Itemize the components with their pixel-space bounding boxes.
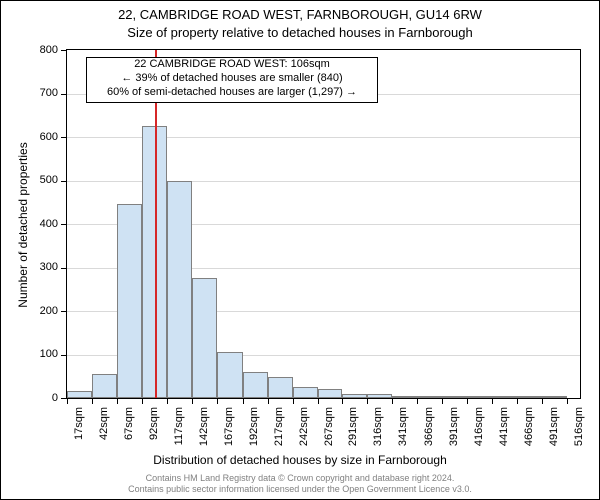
ytick-mark xyxy=(61,398,66,399)
xtick-label: 92sqm xyxy=(148,407,160,467)
histogram-bar xyxy=(293,387,318,398)
callout-line: 60% of semi-detached houses are larger (… xyxy=(87,86,377,100)
xtick-label: 341sqm xyxy=(397,407,409,467)
xtick-mark xyxy=(392,399,393,404)
chart-title-address: 22, CAMBRIDGE ROAD WEST, FARNBOROUGH, GU… xyxy=(1,7,599,22)
ytick-mark xyxy=(61,355,66,356)
xtick-label: 192sqm xyxy=(248,407,260,467)
xtick-label: 267sqm xyxy=(323,407,335,467)
ytick-label: 200 xyxy=(28,305,58,317)
ytick-label: 700 xyxy=(28,87,58,99)
histogram-bar xyxy=(367,394,392,398)
ytick-mark xyxy=(61,224,66,225)
ytick-mark xyxy=(61,94,66,95)
xtick-label: 466sqm xyxy=(523,407,535,467)
histogram-bar xyxy=(467,396,492,398)
xtick-label: 242sqm xyxy=(298,407,310,467)
histogram-bar xyxy=(217,352,242,398)
chart-container: 22, CAMBRIDGE ROAD WEST, FARNBOROUGH, GU… xyxy=(0,0,600,500)
chart-footer: Contains HM Land Registry data © Crown c… xyxy=(1,473,599,496)
xtick-mark xyxy=(243,399,244,404)
xtick-mark xyxy=(67,399,68,404)
xtick-mark xyxy=(567,399,568,404)
xtick-label: 491sqm xyxy=(548,407,560,467)
xtick-mark xyxy=(192,399,193,404)
ytick-label: 300 xyxy=(28,261,58,273)
histogram-bar xyxy=(392,396,417,398)
xtick-label: 316sqm xyxy=(372,407,384,467)
xtick-label: 441sqm xyxy=(498,407,510,467)
histogram-bar xyxy=(542,396,567,398)
xtick-mark xyxy=(167,399,168,404)
xtick-label: 117sqm xyxy=(173,407,185,467)
xtick-label: 217sqm xyxy=(273,407,285,467)
chart-subtitle: Size of property relative to detached ho… xyxy=(1,25,599,40)
histogram-bar xyxy=(67,391,92,398)
xtick-label: 67sqm xyxy=(123,407,135,467)
footer-line-1: Contains HM Land Registry data © Crown c… xyxy=(1,473,599,484)
xtick-mark xyxy=(268,399,269,404)
histogram-bar xyxy=(342,394,367,398)
xtick-mark xyxy=(367,399,368,404)
histogram-bar xyxy=(417,396,442,398)
xtick-label: 42sqm xyxy=(98,407,110,467)
xtick-label: 291sqm xyxy=(347,407,359,467)
ytick-label: 600 xyxy=(28,131,58,143)
xtick-mark xyxy=(542,399,543,404)
xtick-label: 17sqm xyxy=(73,407,85,467)
xtick-mark xyxy=(442,399,443,404)
xtick-label: 416sqm xyxy=(473,407,485,467)
callout-line: ← 39% of detached houses are smaller (84… xyxy=(87,72,377,86)
ytick-mark xyxy=(61,137,66,138)
ytick-label: 0 xyxy=(28,392,58,404)
xtick-label: 142sqm xyxy=(198,407,210,467)
xtick-mark xyxy=(318,399,319,404)
histogram-bar xyxy=(517,396,542,398)
xtick-mark xyxy=(142,399,143,404)
histogram-bar xyxy=(243,372,268,398)
xtick-mark xyxy=(92,399,93,404)
xtick-mark xyxy=(293,399,294,404)
callout-box: 22 CAMBRIDGE ROAD WEST: 106sqm← 39% of d… xyxy=(86,57,378,103)
histogram-bar xyxy=(318,389,342,398)
xtick-label: 391sqm xyxy=(448,407,460,467)
xtick-label: 167sqm xyxy=(223,407,235,467)
xtick-mark xyxy=(217,399,218,404)
xtick-mark xyxy=(117,399,118,404)
ytick-mark xyxy=(61,50,66,51)
xtick-mark xyxy=(342,399,343,404)
xtick-mark xyxy=(517,399,518,404)
histogram-bar xyxy=(192,278,217,398)
histogram-bar xyxy=(167,181,192,398)
histogram-bar xyxy=(442,396,467,398)
xtick-mark xyxy=(467,399,468,404)
xtick-mark xyxy=(417,399,418,404)
xtick-mark xyxy=(492,399,493,404)
ytick-label: 100 xyxy=(28,348,58,360)
ytick-mark xyxy=(61,311,66,312)
footer-line-2: Contains public sector information licen… xyxy=(1,484,599,495)
xtick-label: 366sqm xyxy=(423,407,435,467)
xtick-label: 516sqm xyxy=(573,407,585,467)
ytick-mark xyxy=(61,181,66,182)
ytick-label: 500 xyxy=(28,174,58,186)
histogram-bar xyxy=(92,374,117,398)
callout-line: 22 CAMBRIDGE ROAD WEST: 106sqm xyxy=(87,58,377,72)
histogram-bar xyxy=(117,204,142,398)
histogram-bar xyxy=(492,396,517,398)
histogram-bar xyxy=(268,377,293,398)
ytick-label: 400 xyxy=(28,218,58,230)
ytick-mark xyxy=(61,268,66,269)
ytick-label: 800 xyxy=(28,44,58,56)
